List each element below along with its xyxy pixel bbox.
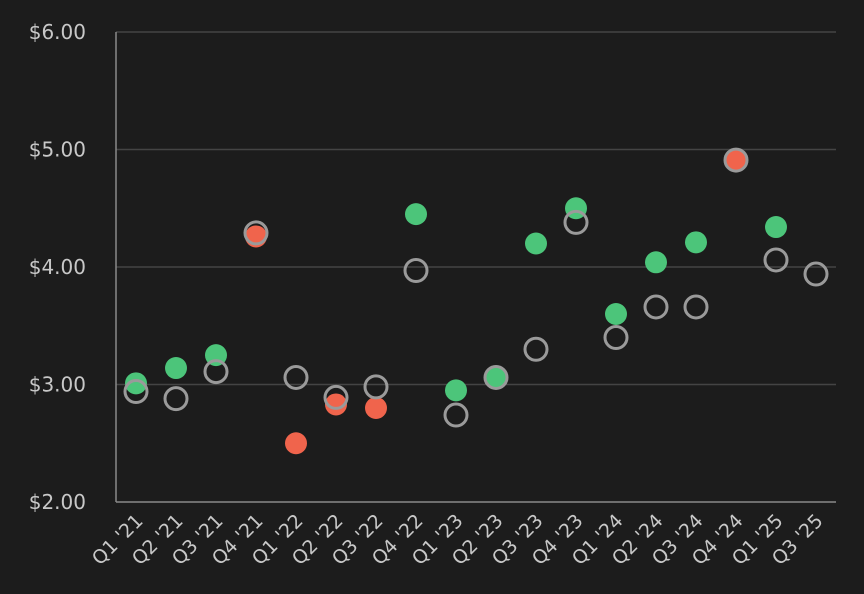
estimate-point xyxy=(243,220,269,246)
actual-point xyxy=(485,365,507,388)
y-tick-label: $3.00 xyxy=(29,373,86,397)
estimate-point xyxy=(403,258,429,284)
actual-point xyxy=(445,379,467,402)
actual-point xyxy=(765,216,787,239)
actual-point xyxy=(365,397,387,419)
actual-point xyxy=(525,232,547,255)
actual-point xyxy=(725,150,747,173)
y-tick-label: $5.00 xyxy=(29,138,86,162)
actual-point xyxy=(645,251,667,274)
actual-point xyxy=(165,357,187,380)
y-tick-label: $2.00 xyxy=(29,490,86,514)
actual-point xyxy=(125,372,147,395)
actual-point xyxy=(685,231,707,254)
actual-point xyxy=(405,203,427,226)
estimate-point xyxy=(723,147,749,173)
y-tick-label: $4.00 xyxy=(29,255,86,279)
estimate-point xyxy=(203,359,229,385)
actual-series xyxy=(125,150,787,455)
y-axis: $2.00 $3.00 $4.00 $5.00 $6.00 xyxy=(29,20,117,514)
estimate-point xyxy=(603,325,629,350)
estimate-point xyxy=(643,294,669,320)
estimate-point xyxy=(283,364,309,390)
estimate-point xyxy=(523,336,549,362)
gridlines xyxy=(116,31,836,386)
estimate-point xyxy=(763,247,789,273)
actual-point xyxy=(605,303,627,325)
actual-point xyxy=(285,432,307,455)
estimate-point xyxy=(563,209,589,235)
estimate-point xyxy=(483,364,509,390)
estimate-point xyxy=(323,384,349,410)
estimate-point xyxy=(803,261,829,287)
actual-point xyxy=(325,393,347,416)
estimate-point xyxy=(443,402,469,428)
y-tick-label: $6.00 xyxy=(29,20,86,44)
estimate-series xyxy=(123,147,829,428)
estimate-point xyxy=(683,294,709,320)
estimate-point xyxy=(363,374,389,400)
estimate-point xyxy=(163,386,189,412)
estimate-point xyxy=(123,379,149,405)
